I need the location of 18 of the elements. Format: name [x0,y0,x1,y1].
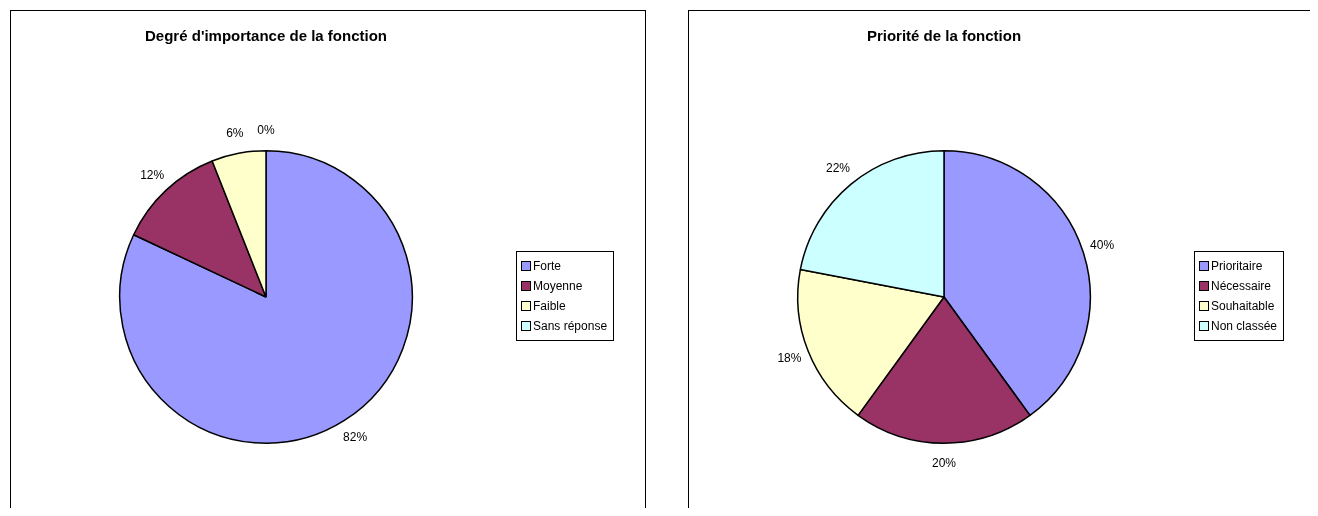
chart-title: Degré d'importance de la fonction [144,27,388,44]
chart-title: Priorité de la fonction [865,27,1023,44]
legend-label: Souhaitable [1211,299,1275,313]
legend-label: Sans réponse [533,319,608,333]
legend-label: Nécessaire [1211,279,1272,293]
data-label: 18% [777,350,802,365]
data-label: 6% [226,126,244,141]
data-label: 12% [140,168,165,183]
data-label: 22% [826,161,851,176]
data-label: 40% [1090,237,1115,252]
text: 0% [257,123,275,138]
data-label: 82% [343,429,368,444]
data-label: 20% [931,455,957,470]
legend-label: Moyenne [533,279,583,293]
legend-label: Faible [533,299,566,313]
legend-label: Prioritaire [1211,259,1263,273]
legend-label: Forte [533,259,562,273]
legend-label: Non classée [1211,319,1278,333]
